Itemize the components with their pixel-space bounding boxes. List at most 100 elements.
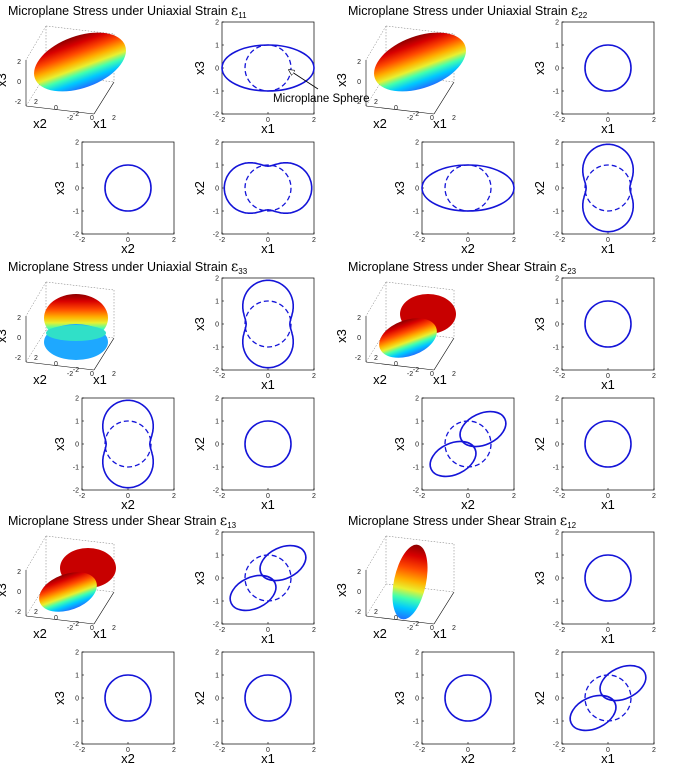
y-tick-label: -2 xyxy=(553,622,559,629)
axes-frame xyxy=(421,397,515,491)
x-tick-label: 0 xyxy=(606,373,610,380)
y-tick-label: 2 xyxy=(555,396,559,403)
y-tick-label: 0 xyxy=(415,442,419,449)
x1-tick-label: -2 xyxy=(67,115,73,122)
x1-tick-label: 0 xyxy=(90,115,94,122)
x-tick-label: -2 xyxy=(79,493,85,500)
y-tick-label: 0 xyxy=(415,186,419,193)
axes-frame xyxy=(561,21,655,115)
y-tick-label: 2 xyxy=(555,140,559,147)
x-axis-label: x2 xyxy=(121,751,135,766)
box-edge xyxy=(45,281,115,291)
x3-tick-label: -2 xyxy=(15,355,21,362)
x2-tick-label: -2 xyxy=(73,621,79,628)
stress-circle xyxy=(584,300,632,348)
y-tick-label: 0 xyxy=(555,576,559,583)
x-tick-label: 0 xyxy=(466,493,470,500)
y-axis-label: x3 xyxy=(392,691,407,705)
x-tick-label: 2 xyxy=(652,237,656,244)
x1-axis-label: x1 xyxy=(433,626,447,641)
x-axis-label: x1 xyxy=(601,751,615,766)
x-tick-label: -2 xyxy=(79,747,85,754)
y-tick-label: 2 xyxy=(415,140,419,147)
axes-frame xyxy=(561,277,655,371)
x-tick-label: 0 xyxy=(266,627,270,634)
y-tick-label: -2 xyxy=(213,622,219,629)
x-tick-label: 2 xyxy=(312,747,316,754)
box-edge xyxy=(25,105,95,115)
y-tick-label: 2 xyxy=(415,396,419,403)
strain-symbol: ε xyxy=(231,3,238,19)
box-edge xyxy=(365,583,387,617)
stress-circle xyxy=(584,44,632,92)
y-tick-label: 1 xyxy=(75,673,79,680)
stress-lobe-lower xyxy=(429,440,477,478)
y-tick-label: -1 xyxy=(73,719,79,726)
x-tick-label: -2 xyxy=(219,747,225,754)
y-tick-label: 1 xyxy=(215,43,219,50)
y-tick-label: 0 xyxy=(555,322,559,329)
x2-tick-label: 0 xyxy=(394,105,398,112)
x1-tick-label: 0 xyxy=(430,371,434,378)
axes-frame xyxy=(421,141,515,235)
x1-tick-label: 2 xyxy=(452,115,456,122)
x-tick-label: 0 xyxy=(266,117,270,124)
x-tick-label: 2 xyxy=(172,747,176,754)
x-tick-label: 0 xyxy=(606,117,610,124)
x2-tick-label: -2 xyxy=(73,367,79,374)
x-axis-label: x2 xyxy=(121,497,135,512)
stress-surface xyxy=(392,544,428,620)
y-tick-label: -2 xyxy=(213,232,219,239)
y-tick-label: -1 xyxy=(213,465,219,472)
axes-frame xyxy=(221,397,315,491)
x-tick-label: 2 xyxy=(312,627,316,634)
y-axis-label: x3 xyxy=(532,571,547,585)
x-axis-label: x1 xyxy=(261,241,275,256)
stress-circle xyxy=(584,420,632,468)
x-tick-label: -2 xyxy=(559,117,565,124)
y-tick-label: 0 xyxy=(215,696,219,703)
x3-tick-label: 0 xyxy=(357,335,361,342)
x3-tick-label: 0 xyxy=(17,335,21,342)
x1-tick-label: 2 xyxy=(112,625,116,632)
x-tick-label: -2 xyxy=(559,747,565,754)
panel-title: Microplane Stress under Uniaxial Strain … xyxy=(8,3,247,20)
x-tick-label: 2 xyxy=(172,493,176,500)
y-tick-label: 2 xyxy=(215,530,219,537)
box-edge xyxy=(365,535,387,571)
y-tick-label: 2 xyxy=(555,20,559,27)
panel-e33: Microplane Stress under Uniaxial Strain … xyxy=(0,259,316,512)
x1-tick-label: -2 xyxy=(407,371,413,378)
box-edge xyxy=(25,281,47,317)
microplane-sphere-annotation: Microplane Sphere xyxy=(273,70,370,105)
box-edge xyxy=(433,337,455,371)
y-axis-label: x3 xyxy=(192,61,207,75)
x3-axis-label: x3 xyxy=(334,329,349,343)
y-tick-label: 1 xyxy=(75,163,79,170)
y-tick-label: -1 xyxy=(213,345,219,352)
axes-frame xyxy=(221,531,315,625)
x3-tick-label: -2 xyxy=(355,609,361,616)
axes-frame xyxy=(561,651,655,745)
y-tick-label: -1 xyxy=(553,345,559,352)
x2-axis-label: x2 xyxy=(33,372,47,387)
x-axis-label: x1 xyxy=(601,497,615,512)
stress-surface xyxy=(34,32,126,92)
strain-subscript: 33 xyxy=(238,267,247,276)
x-tick-label: 2 xyxy=(652,493,656,500)
x-tick-label: 2 xyxy=(512,493,516,500)
x-axis-label: x2 xyxy=(461,751,475,766)
y-tick-label: 2 xyxy=(75,650,79,657)
x2-tick-label: 0 xyxy=(54,361,58,368)
x3-tick-label: -2 xyxy=(15,99,21,106)
y-axis-label: x2 xyxy=(192,181,207,195)
x-tick-label: 2 xyxy=(512,747,516,754)
box-edge xyxy=(385,281,455,291)
x-tick-label: 0 xyxy=(266,493,270,500)
stress-circle xyxy=(104,164,152,212)
box-edge xyxy=(93,591,115,625)
x1-tick-label: -2 xyxy=(67,625,73,632)
stress-circle xyxy=(444,674,492,722)
x1-axis-label: x1 xyxy=(433,372,447,387)
